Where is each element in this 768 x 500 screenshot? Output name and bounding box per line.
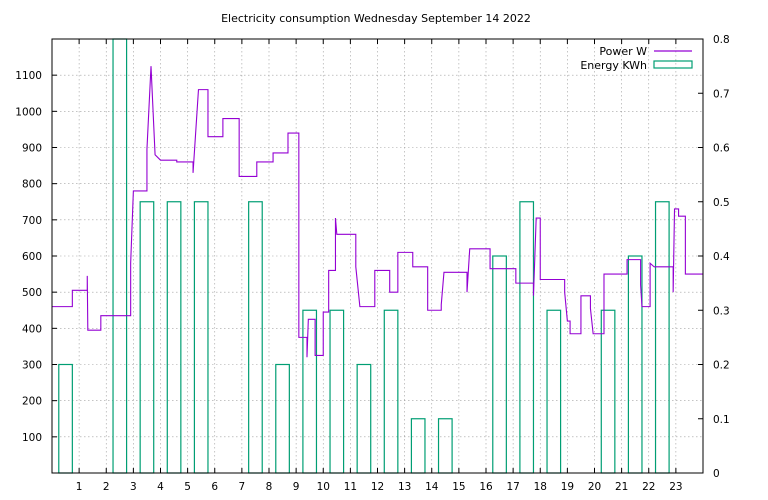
x-tick-label: 23 (669, 481, 682, 493)
energy-bar (58, 363, 73, 474)
x-tick-label: 2 (103, 481, 110, 493)
x-tick-label: 11 (344, 481, 357, 493)
x-tick-label: 1 (76, 481, 83, 493)
power-line (52, 66, 703, 358)
right-tick-label: 0.8 (713, 34, 730, 46)
x-tick-label: 16 (479, 481, 493, 493)
left-tick-label: 600 (22, 251, 42, 263)
right-tick-label: 0.4 (713, 251, 730, 263)
energy-bar (356, 363, 372, 474)
x-tick-label: 3 (130, 481, 137, 493)
energy-bar (437, 418, 453, 474)
x-tick-label: 17 (506, 481, 519, 493)
legend-swatch-energy (653, 60, 693, 69)
energy-bar (139, 201, 155, 474)
left-tick-label: 900 (22, 143, 42, 155)
energy-bar (329, 309, 345, 474)
left-tick-label: 1000 (15, 106, 42, 118)
legend-label-energy: Energy KWh (580, 59, 647, 72)
energy-bar (248, 201, 263, 474)
left-tick-label: 700 (22, 215, 42, 227)
legend: Power W Energy KWh (580, 45, 693, 72)
energy-bars (58, 38, 670, 474)
x-tick-label: 7 (239, 481, 246, 493)
right-axis: 0 0.1 0.2 0.3 0.4 0.5 0.6 0.7 0.8 (698, 34, 730, 480)
x-tick-label: 13 (398, 481, 411, 493)
right-tick-label: 0.7 (713, 88, 730, 100)
x-tick-label: 14 (425, 481, 439, 493)
x-axis: 1 2 3 4 5 6 7 8 9 10 11 12 13 14 15 16 17 18 19 20 21 22 23 (76, 39, 683, 493)
energy-bar (654, 201, 670, 474)
x-tick-label: 22 (642, 481, 655, 493)
right-tick-label: 0.2 (713, 360, 730, 372)
x-tick-label: 21 (615, 481, 628, 493)
x-tick-label: 10 (317, 481, 330, 493)
right-tick-label: 0.6 (713, 143, 730, 155)
left-tick-label: 200 (22, 396, 42, 408)
left-tick-label: 400 (22, 323, 42, 335)
energy-bar (302, 309, 318, 474)
x-tick-label: 6 (211, 481, 218, 493)
chart-title: Electricity consumption Wednesday Septem… (221, 12, 531, 25)
x-tick-label: 18 (534, 481, 547, 493)
x-tick-label: 5 (184, 481, 191, 493)
energy-bar (519, 201, 535, 474)
x-tick-label: 20 (588, 481, 601, 493)
power-series (52, 66, 703, 358)
x-tick-label: 19 (561, 481, 574, 493)
energy-bar (600, 309, 616, 474)
energy-bar (166, 201, 182, 474)
energy-bar (546, 309, 562, 474)
right-tick-label: 0 (713, 468, 720, 480)
left-tick-label: 500 (22, 287, 42, 299)
right-tick-label: 0.5 (713, 197, 730, 209)
left-axis: 100 200 300 400 500 600 700 800 900 1000 1100 (15, 70, 57, 444)
legend-label-power: Power W (599, 45, 647, 58)
energy-bar (275, 363, 290, 474)
energy-bar (627, 255, 643, 474)
energy-bar (410, 418, 426, 474)
left-tick-label: 300 (22, 360, 42, 372)
energy-bar (383, 309, 399, 474)
x-tick-label: 15 (452, 481, 465, 493)
energy-bar (193, 201, 209, 474)
right-tick-label: 0.3 (713, 305, 730, 317)
x-tick-label: 4 (157, 481, 164, 493)
x-tick-label: 12 (371, 481, 384, 493)
left-tick-label: 1100 (15, 70, 42, 82)
left-tick-label: 800 (22, 179, 42, 191)
right-tick-label: 0.1 (713, 414, 730, 426)
left-tick-label: 100 (22, 432, 42, 444)
x-tick-label: 9 (293, 481, 300, 493)
x-tick-label: 8 (266, 481, 273, 493)
grid (52, 39, 703, 473)
